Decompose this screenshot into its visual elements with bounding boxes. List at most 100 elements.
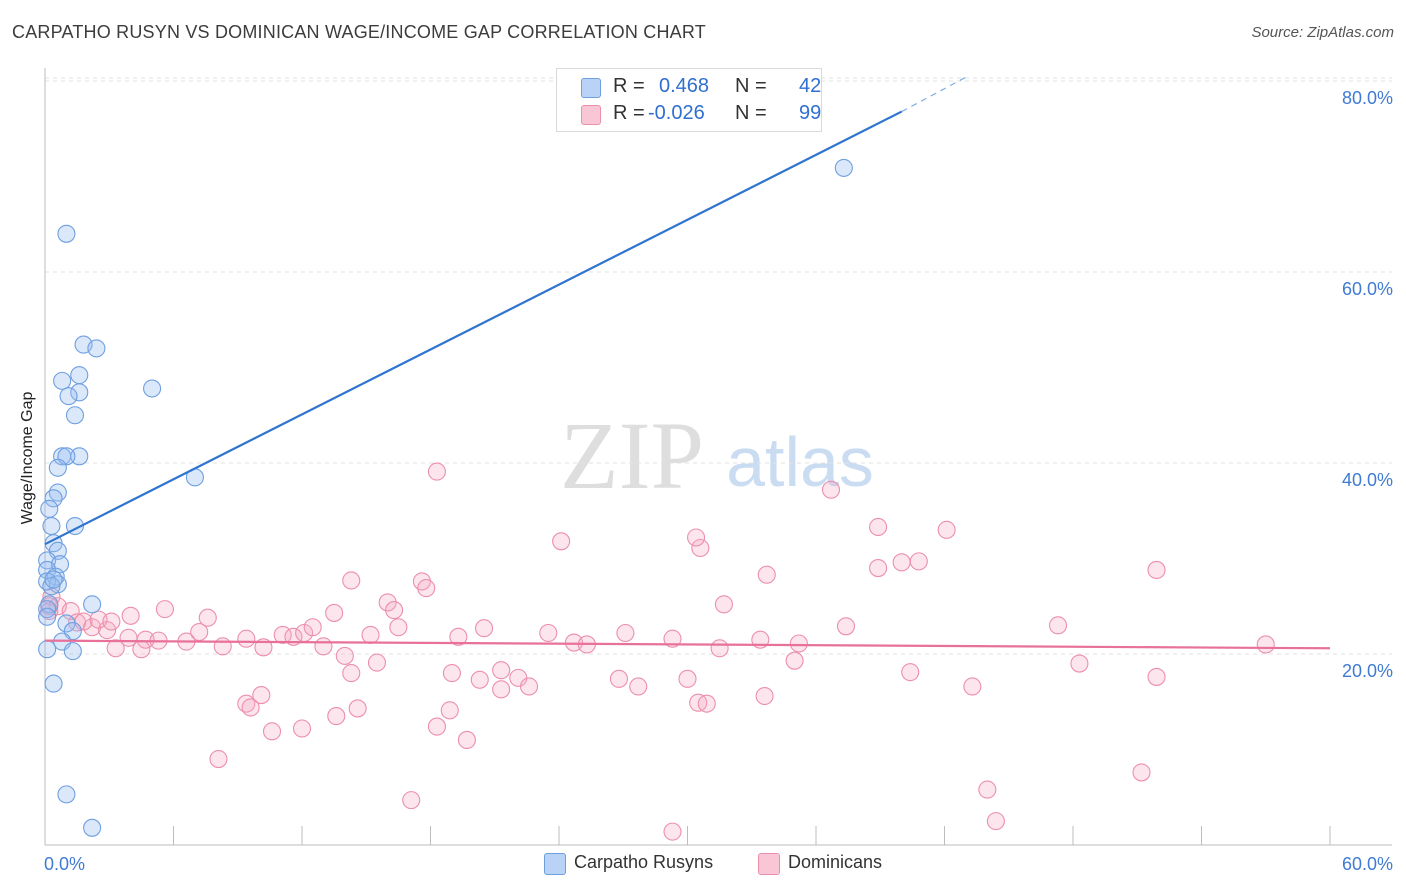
- dominican-point: [755, 686, 774, 706]
- dominican-point: [552, 532, 571, 551]
- dominican-point: [697, 694, 716, 713]
- carpatho-rusyn-point: [83, 595, 102, 614]
- dominican-point: [209, 749, 228, 769]
- dominican-point: [389, 618, 408, 637]
- carpatho-rusyn-point: [38, 600, 57, 619]
- x-tick-label: 60.0%: [1342, 854, 1393, 874]
- dominican-point: [1147, 560, 1166, 580]
- source-label: Source: ZipAtlas.com: [1251, 24, 1394, 41]
- carpatho-rusyn-point: [57, 614, 76, 633]
- legend-n-label: N =: [735, 75, 767, 97]
- carpatho-rusyn-point: [834, 158, 853, 177]
- carpatho-rusyn-point: [70, 383, 89, 402]
- dominican-point: [714, 595, 733, 614]
- dominican-point: [629, 677, 648, 696]
- carpatho-rusyn-point: [57, 224, 76, 243]
- legend-swatch-blue: [581, 78, 601, 98]
- dominican-point: [213, 637, 232, 656]
- dominican-point: [155, 600, 174, 619]
- carpatho-rusyn-trend-extension: [901, 76, 967, 113]
- dominican-point: [252, 686, 271, 705]
- carpatho-rusyn-point: [38, 640, 57, 659]
- dominican-point: [342, 664, 361, 683]
- carpatho-rusyn-point: [40, 499, 59, 518]
- legend-r-value: -0.026: [648, 102, 705, 124]
- dominican-point: [385, 601, 404, 620]
- dominican-point: [687, 528, 706, 547]
- carpatho-rusyn-point: [70, 366, 89, 385]
- dominican-point: [314, 637, 333, 656]
- dominican-point: [519, 677, 539, 696]
- legend-n-value: 42: [799, 75, 822, 97]
- dominican-point: [241, 698, 260, 717]
- trend-lines: [44, 76, 1331, 650]
- gridlines: [45, 77, 1392, 655]
- dominican-point: [1147, 667, 1166, 686]
- bottom-legend-label: Dominicans: [788, 852, 883, 872]
- dominican-point: [132, 640, 151, 659]
- carpatho-rusyn-point: [59, 387, 78, 406]
- dominican-point: [237, 629, 256, 648]
- dominican-point: [785, 651, 804, 670]
- carpatho-rusyn-point: [44, 489, 63, 508]
- dominican-point: [402, 791, 421, 810]
- dominican-point: [474, 619, 494, 638]
- dominican-point: [327, 707, 346, 726]
- dominican-point: [909, 552, 928, 571]
- legend-r-label: R =: [613, 75, 645, 97]
- carpatho-rusyn-point: [44, 570, 63, 589]
- tick-labels: 20.0% 40.0% 60.0% 80.0% 0.0% 60.0%: [44, 88, 1393, 874]
- dominican-point: [609, 669, 629, 688]
- dominican-point: [901, 663, 920, 682]
- dominican-point: [303, 618, 322, 637]
- dominican-point: [678, 669, 697, 688]
- legend-r-value: 0.468: [659, 75, 710, 97]
- y-tick-label: 60.0%: [1342, 279, 1393, 299]
- dominican-trend-line: [44, 639, 1331, 650]
- y-tick-label: 20.0%: [1342, 661, 1393, 681]
- dominican-point: [457, 730, 476, 750]
- dominican-point: [986, 812, 1005, 831]
- carpatho-rusyn-trend-line: [44, 110, 903, 546]
- x-tick-label: 0.0%: [44, 854, 85, 874]
- dominican-point: [198, 608, 217, 627]
- y-tick-label: 80.0%: [1342, 88, 1393, 108]
- dominican-point: [937, 520, 956, 539]
- dominican-point: [121, 606, 140, 625]
- watermark: ZIP atlas: [560, 402, 874, 509]
- dominican-point: [254, 638, 273, 657]
- dominican-point: [335, 646, 354, 665]
- dominican-point: [1048, 616, 1068, 635]
- bottom-legend-swatch-pink: [758, 853, 780, 875]
- carpatho-rusyn-point: [143, 379, 162, 398]
- carpatho-rusyns-points: [38, 158, 853, 837]
- dominican-point: [367, 653, 387, 672]
- dominican-point: [836, 617, 856, 636]
- dominican-point: [325, 603, 344, 622]
- dominican-point: [106, 639, 125, 658]
- carpatho-rusyn-point: [65, 406, 85, 425]
- dominican-point: [710, 639, 729, 658]
- dominican-point: [869, 558, 888, 578]
- dominican-point: [427, 462, 446, 481]
- dominican-point: [262, 722, 282, 741]
- dominican-point: [136, 630, 155, 649]
- carpatho-rusyn-point: [83, 818, 102, 837]
- dominican-point: [442, 664, 461, 683]
- y-tick-label: 40.0%: [1342, 470, 1393, 490]
- carpatho-rusyn-point: [87, 339, 106, 358]
- watermark-atlas: atlas: [726, 423, 874, 501]
- bottom-legend-label: Carpatho Rusyns: [574, 852, 714, 872]
- dominican-point: [492, 680, 511, 699]
- carpatho-rusyn-point: [44, 674, 63, 693]
- dominican-point: [378, 593, 397, 612]
- carpatho-rusyn-point: [42, 577, 61, 596]
- dominican-point: [869, 517, 888, 537]
- dominican-point: [440, 701, 459, 720]
- dominican-point: [190, 622, 209, 642]
- legend-r-label: R =: [613, 102, 645, 124]
- dominican-point: [470, 670, 489, 689]
- dominican-point: [663, 822, 682, 841]
- legend-swatch-pink: [581, 105, 601, 125]
- dominican-point: [539, 623, 558, 643]
